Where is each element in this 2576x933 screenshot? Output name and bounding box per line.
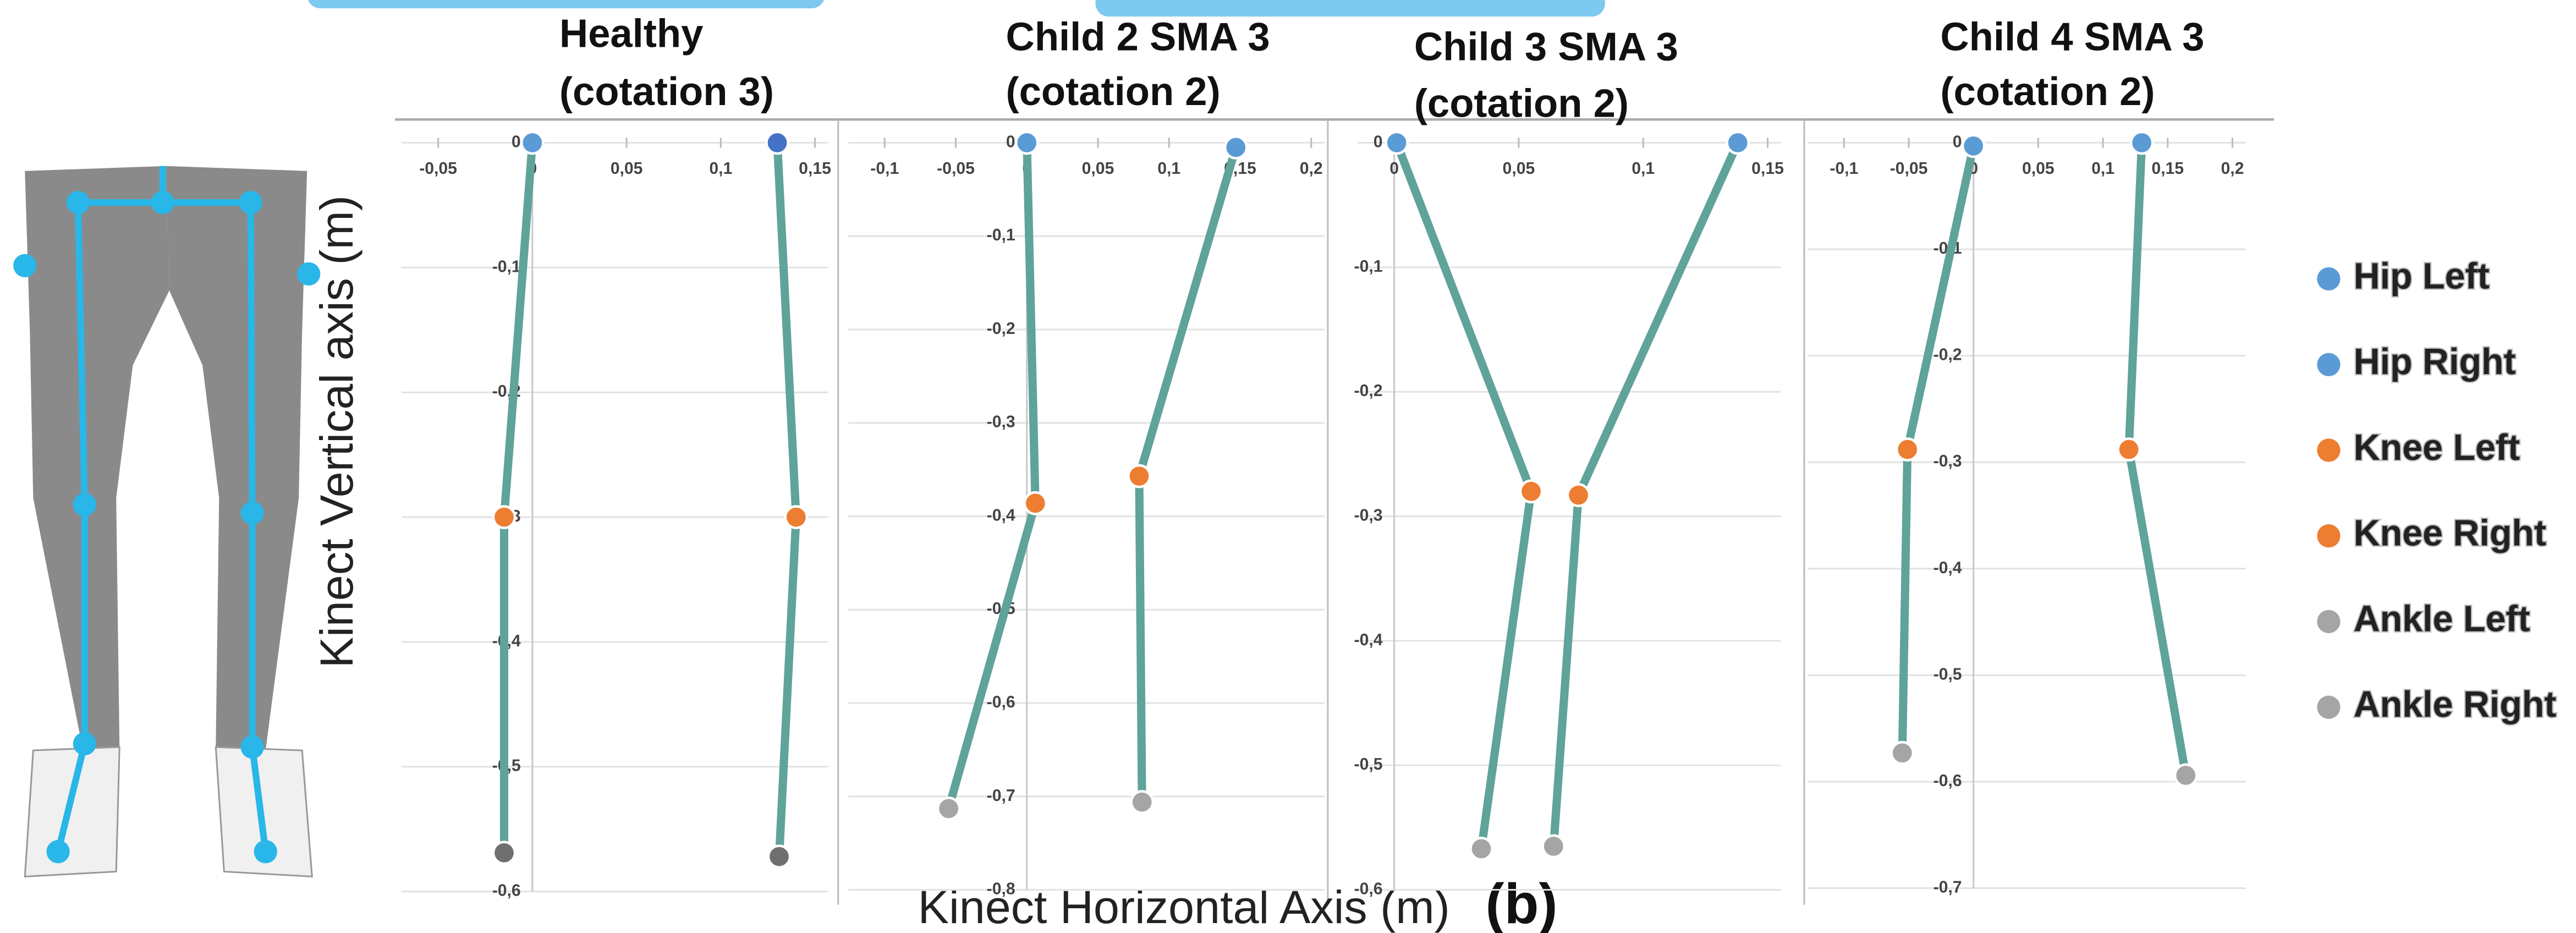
legend-label: Ankle Right bbox=[2354, 684, 2557, 725]
y-axis-label: Kinect Vertical axis (m) bbox=[311, 195, 362, 668]
chart-title: Child 3 SMA 3 bbox=[1414, 25, 1678, 69]
joint-point bbox=[2173, 763, 2198, 788]
y-tick-label: -0,2 bbox=[1354, 382, 1383, 400]
skeleton-illustration bbox=[13, 166, 321, 877]
chart-subtitle: (cotation 3) bbox=[559, 69, 774, 114]
legend-marker bbox=[2317, 695, 2341, 719]
chart-subtitle: (cotation 2) bbox=[1006, 69, 1221, 114]
x-tick-label: 0,1 bbox=[1632, 160, 1655, 178]
x-tick-label: 0,15 bbox=[2151, 160, 2184, 178]
y-tick-label: 0 bbox=[1006, 133, 1015, 151]
joint-point bbox=[1895, 437, 1920, 462]
x-tick-label: -0,05 bbox=[1890, 160, 1928, 178]
y-tick-label: -0,8 bbox=[987, 880, 1015, 898]
y-tick-label: -0,4 bbox=[1354, 631, 1383, 649]
y-tick-label: -0,6 bbox=[492, 882, 521, 900]
joint-point bbox=[1223, 135, 1248, 160]
joint-point bbox=[1469, 836, 1493, 861]
legend-marker bbox=[2317, 438, 2341, 462]
y-tick-label: -0,3 bbox=[1934, 452, 1962, 470]
x-tick-label: 0,1 bbox=[1157, 160, 1180, 178]
x-tick-label: 0,05 bbox=[1503, 160, 1535, 178]
y-tick-label: -0,4 bbox=[1934, 559, 1962, 577]
y-tick-label: -0,6 bbox=[987, 693, 1015, 711]
joint-point bbox=[1023, 491, 1048, 515]
chart-subtitle: (cotation 2) bbox=[1940, 69, 2155, 114]
chart-title: Child 4 SMA 3 bbox=[1940, 15, 2204, 59]
legend-label: Knee Left bbox=[2354, 427, 2520, 468]
joint-point bbox=[765, 130, 789, 155]
leg-line bbox=[1393, 141, 1536, 849]
y-tick-label: -0,4 bbox=[987, 507, 1015, 525]
header-tab bbox=[307, 0, 824, 9]
legend-marker bbox=[2317, 610, 2341, 633]
x-tick-label: -0,1 bbox=[1830, 160, 1858, 178]
x-tick-label: 0,2 bbox=[1300, 160, 1323, 178]
joint-point bbox=[492, 841, 517, 865]
joint-point bbox=[520, 130, 545, 155]
joint-point bbox=[492, 505, 517, 529]
x-tick-label: 0,2 bbox=[2221, 160, 2244, 178]
x-tick-label: 0,05 bbox=[2022, 160, 2055, 178]
y-tick-label: -0,3 bbox=[987, 413, 1015, 431]
legend-marker bbox=[2317, 267, 2341, 291]
x-tick-label: -0,1 bbox=[870, 160, 899, 178]
y-tick-label: 0 bbox=[1953, 133, 1962, 151]
leg-line bbox=[773, 142, 800, 857]
joint-point bbox=[1519, 479, 1544, 504]
y-tick-label: -0,7 bbox=[1934, 878, 1962, 896]
x-tick-label: -0,05 bbox=[937, 160, 975, 178]
y-tick-label: -0,6 bbox=[1354, 880, 1383, 898]
y-tick-label: -0,3 bbox=[1354, 507, 1383, 525]
x-tick-label: 0,15 bbox=[1751, 160, 1784, 178]
x-tick-label: 0,05 bbox=[1082, 160, 1114, 178]
joint-point bbox=[784, 505, 809, 529]
joint-point bbox=[1566, 483, 1591, 507]
joint-point bbox=[1541, 834, 1566, 859]
x-tick-label: 0,1 bbox=[2091, 160, 2114, 178]
chart-title: Child 2 SMA 3 bbox=[1006, 15, 1270, 59]
x-tick-label: 0,05 bbox=[611, 160, 643, 178]
joint-point bbox=[1961, 134, 1986, 158]
y-tick-label: -0,5 bbox=[1934, 665, 1962, 683]
chart-subtitle: (cotation 2) bbox=[1414, 81, 1629, 125]
legend-marker bbox=[2317, 353, 2341, 376]
x-tick-label: -0,05 bbox=[419, 160, 457, 178]
y-tick-label: -0,1 bbox=[987, 226, 1015, 244]
leg-line bbox=[499, 142, 537, 853]
joint-point bbox=[1014, 130, 1039, 155]
legend-label: Knee Right bbox=[2354, 513, 2546, 554]
leg-line bbox=[2124, 142, 2190, 776]
legend-label: Hip Right bbox=[2354, 342, 2516, 382]
joint-point bbox=[1890, 740, 1915, 765]
y-tick-label: -0,6 bbox=[1934, 772, 1962, 790]
legend-marker bbox=[2317, 524, 2341, 548]
y-tick-label: 0 bbox=[512, 133, 521, 151]
joint-point bbox=[767, 844, 792, 869]
y-tick-label: -0,1 bbox=[1354, 257, 1383, 276]
joint-point bbox=[1385, 130, 1409, 155]
y-tick-label: -0,1 bbox=[492, 257, 521, 276]
y-tick-label: -0,2 bbox=[1934, 346, 1962, 364]
header-tab bbox=[1095, 0, 1605, 17]
joint-point bbox=[2117, 437, 2141, 462]
joint-point bbox=[1127, 464, 1151, 489]
legend-label: Hip Left bbox=[2354, 256, 2490, 297]
joint-point bbox=[936, 796, 961, 821]
y-tick-label: -0,2 bbox=[987, 320, 1015, 338]
chart-title: Healthy bbox=[559, 12, 704, 56]
y-tick-label: -0,7 bbox=[987, 787, 1015, 805]
y-tick-label: -0,5 bbox=[1354, 755, 1383, 773]
x-tick-label: 0 bbox=[1389, 160, 1399, 178]
joint-point bbox=[1726, 130, 1750, 155]
joint-point bbox=[1130, 790, 1155, 814]
x-tick-label: 0,15 bbox=[799, 160, 831, 178]
legend-label: Ankle Left bbox=[2354, 599, 2530, 639]
x-tick-label: 0,1 bbox=[709, 160, 732, 178]
y-tick-label: 0 bbox=[1374, 133, 1383, 151]
panel-label: (b) bbox=[1486, 872, 1558, 933]
joint-point bbox=[2129, 130, 2154, 155]
